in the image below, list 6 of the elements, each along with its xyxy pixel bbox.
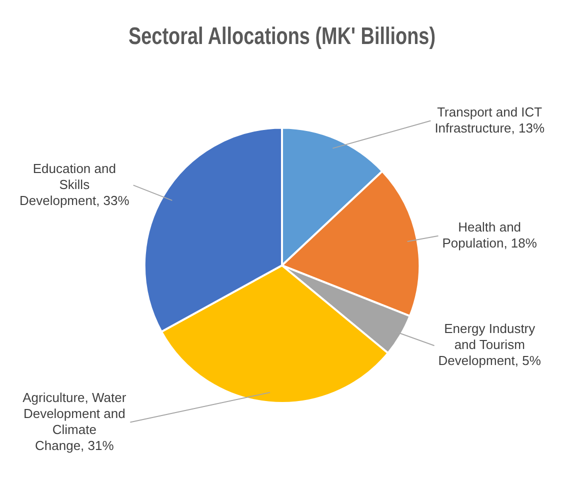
- slice-label: Education and Skills Development, 33%: [19, 160, 130, 208]
- slice-label: Health and Population, 18%: [442, 219, 538, 250]
- slice-label: Transport and ICT Infrastructure, 13%: [434, 104, 545, 136]
- slice-label: Energy Industry and Tourism Development, 5%: [438, 321, 542, 368]
- chart-title: Sectoral Allocations (MK' Billions): [128, 22, 436, 50]
- slice-label: Agriculture, Water Development and Climate Change, 31%: [22, 390, 127, 453]
